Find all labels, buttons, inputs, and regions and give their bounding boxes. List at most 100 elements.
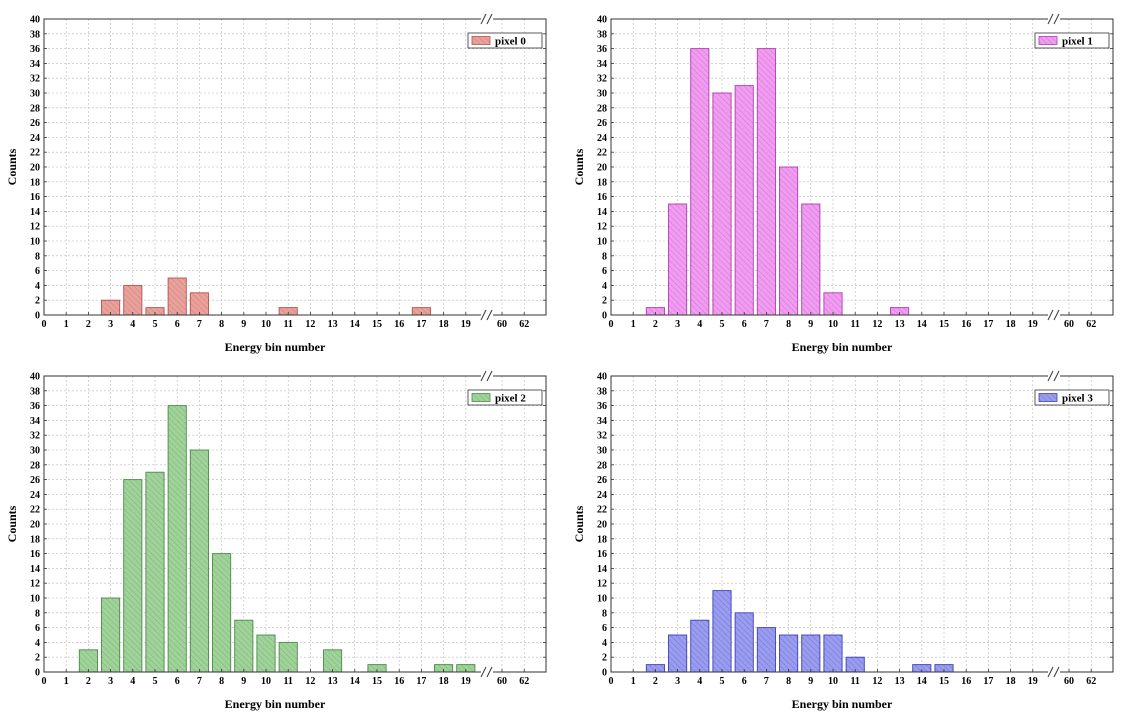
bar-5 [712, 590, 732, 673]
y-tick-label: 24 [597, 490, 607, 501]
y-tick-label: 6 [35, 266, 40, 277]
y-tick-label: 30 [30, 446, 40, 457]
x-tick-label: 3 [675, 676, 680, 687]
x-tick-label: 2 [86, 676, 91, 687]
x-tick-label: 7 [197, 319, 202, 330]
axis-break-bottom [480, 309, 493, 321]
x-tick-label: 19 [461, 319, 471, 330]
y-tick-label: 0 [602, 668, 607, 679]
y-tick-label: 12 [30, 579, 40, 590]
y-tick-label: 40 [597, 15, 607, 26]
y-tick-label: 0 [35, 311, 40, 322]
x-tick-label: 62 [519, 676, 529, 687]
bar-4 [123, 284, 143, 316]
x-tick-label: 9 [241, 676, 246, 687]
y-tick-label: 20 [30, 520, 40, 531]
y-tick-label: 10 [30, 237, 40, 248]
x-tick-label: 13 [328, 319, 338, 330]
x-tick-label: 0 [42, 676, 47, 687]
axis-break-top [1047, 13, 1060, 25]
y-tick-label: 16 [597, 192, 607, 203]
y-tick-label: 32 [30, 74, 40, 85]
y-tick-label: 10 [30, 594, 40, 605]
bar-13 [323, 649, 343, 673]
y-tick-label: 24 [30, 133, 40, 144]
bars [101, 277, 431, 316]
x-tick-label: 16 [394, 319, 404, 330]
x-tick-label: 4 [130, 676, 135, 687]
x-tick-label: 13 [328, 676, 338, 687]
x-tick-label: 2 [653, 676, 658, 687]
y-tick-label: 24 [30, 490, 40, 501]
y-tick-label: 28 [30, 103, 40, 114]
x-tick-label: 12 [872, 676, 882, 687]
y-tick-label: 38 [30, 386, 40, 397]
y-tick-label: 4 [602, 281, 607, 292]
x-tick-label: 11 [850, 319, 859, 330]
x-tick-label: 4 [697, 319, 702, 330]
x-tick-label: 4 [697, 676, 702, 687]
x-tick-label: 9 [808, 319, 813, 330]
x-tick-label: 16 [961, 319, 971, 330]
y-tick-label: 6 [602, 623, 607, 634]
plot-area [44, 19, 546, 315]
y-tick-label: 16 [30, 192, 40, 203]
x-tick-label: 18 [439, 676, 449, 687]
x-tick-label: 62 [519, 319, 529, 330]
axis-break-bottom [480, 666, 493, 678]
y-axis-title: Counts [572, 148, 586, 185]
bar-8 [779, 634, 799, 673]
bar-10 [823, 634, 843, 673]
x-tick-label: 0 [42, 319, 47, 330]
x-tick-label: 13 [895, 319, 905, 330]
x-tick-label: 8 [219, 676, 224, 687]
chart-panel-pixel-1: 0 2 4 6 8 10 12 14 16 18 20 22 24 26 28 30 32 34 36 38 40 0 1 2… [567, 0, 1134, 357]
x-tick-label: 7 [764, 676, 769, 687]
x-tick-label: 7 [764, 319, 769, 330]
x-tick-label: 5 [153, 319, 158, 330]
y-tick-label: 12 [597, 579, 607, 590]
bar-4 [690, 619, 710, 673]
x-tick-label: 14 [350, 319, 360, 330]
y-tick-label: 40 [30, 372, 40, 383]
x-tick-label: 11 [283, 676, 292, 687]
y-tick-label: 20 [30, 163, 40, 174]
y-tick-label: 24 [597, 133, 607, 144]
y-tick-label: 4 [35, 638, 40, 649]
x-tick-label: 60 [497, 319, 507, 330]
x-tick-label: 17 [416, 676, 426, 687]
bar-2 [78, 649, 98, 673]
x-tick-label: 6 [175, 319, 180, 330]
y-tick-label: 28 [30, 460, 40, 471]
bar-10 [823, 292, 843, 316]
x-tick-label: 18 [439, 319, 449, 330]
legend-label: pixel 0 [495, 36, 526, 48]
x-tick-label: 15 [372, 319, 382, 330]
y-tick-label: 8 [602, 608, 607, 619]
x-axis-title: Energy bin number [225, 340, 326, 354]
x-tick-label: 14 [350, 676, 360, 687]
legend-label: pixel 3 [1062, 393, 1093, 405]
bars [645, 590, 954, 673]
x-tick-label: 1 [64, 319, 69, 330]
x-tick-label: 5 [153, 676, 158, 687]
y-tick-label: 0 [602, 311, 607, 322]
y-tick-label: 16 [597, 549, 607, 560]
x-tick-label: 12 [872, 319, 882, 330]
y-tick-label: 14 [30, 207, 40, 218]
x-tick-label: 3 [108, 319, 113, 330]
y-tick-label: 40 [30, 15, 40, 26]
x-axis-title: Energy bin number [792, 340, 893, 354]
axis-break-top [480, 13, 493, 25]
y-tick-label: 22 [597, 148, 607, 159]
y-axis-title: Counts [572, 505, 586, 542]
x-tick-label: 6 [742, 676, 747, 687]
x-tick-label: 9 [808, 676, 813, 687]
bar-7 [189, 292, 209, 316]
bar-9 [801, 634, 821, 673]
y-tick-label: 22 [597, 505, 607, 516]
x-tick-label: 10 [261, 319, 271, 330]
bar-4 [123, 479, 143, 673]
